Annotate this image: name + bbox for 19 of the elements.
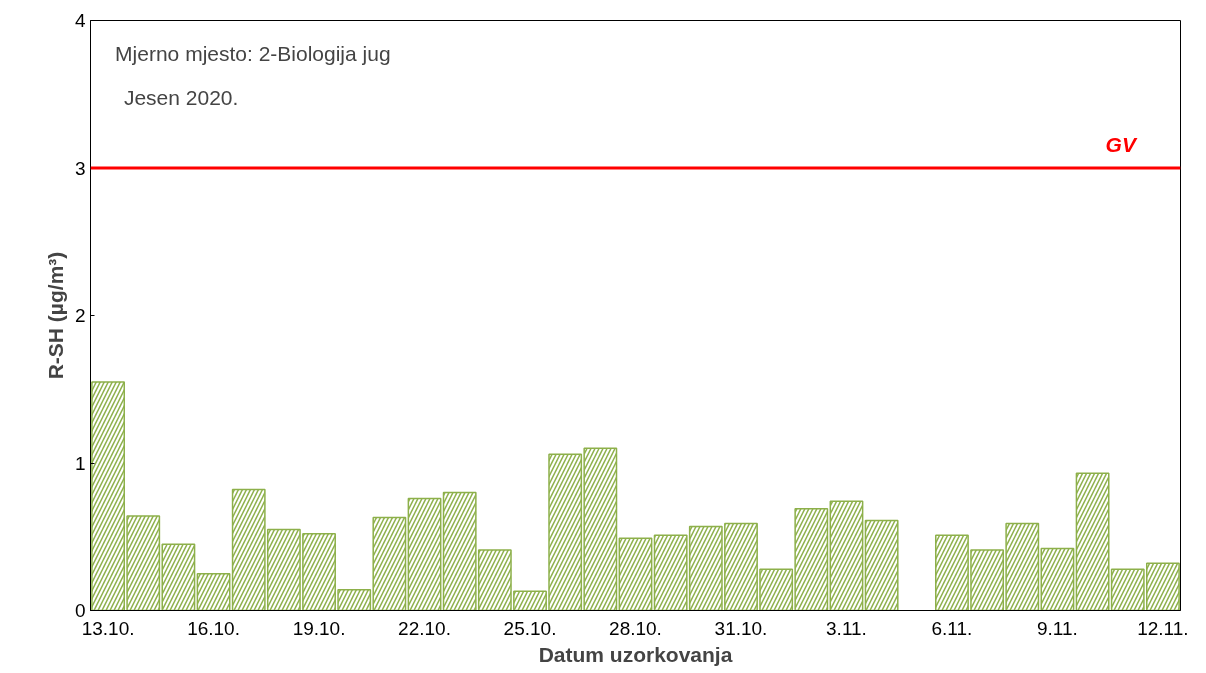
y-axis-title: R-SH (µg/m³)	[43, 251, 67, 380]
ref-line-label: GV	[1105, 133, 1138, 156]
x-tick-label: 12.11.	[1137, 617, 1189, 639]
y-tick-label: 2	[74, 305, 86, 326]
x-tick-label: 25.10.	[503, 617, 557, 639]
x-tick-label: 16.10.	[187, 617, 240, 639]
y-tick-label: 1	[74, 452, 86, 474]
annotation: Mjerno mjesto: 2-Biologija jug	[115, 41, 391, 65]
x-axis-title: Datum uzorkovanja	[538, 642, 733, 666]
x-tick-label: 22.10.	[398, 617, 451, 639]
x-tick-label: 3.11.	[826, 617, 867, 639]
x-tick-label: 28.10.	[609, 617, 662, 639]
x-tick-label: 9.11.	[1037, 617, 1078, 639]
annotation: Jesen 2020.	[123, 86, 239, 109]
x-tick-label: 6.11.	[931, 617, 973, 639]
x-tick-label: 19.10.	[292, 617, 346, 639]
x-tick-label: 31.10.	[714, 617, 768, 639]
y-tick-label: 4	[74, 10, 86, 31]
y-tick-label: 3	[74, 157, 86, 179]
